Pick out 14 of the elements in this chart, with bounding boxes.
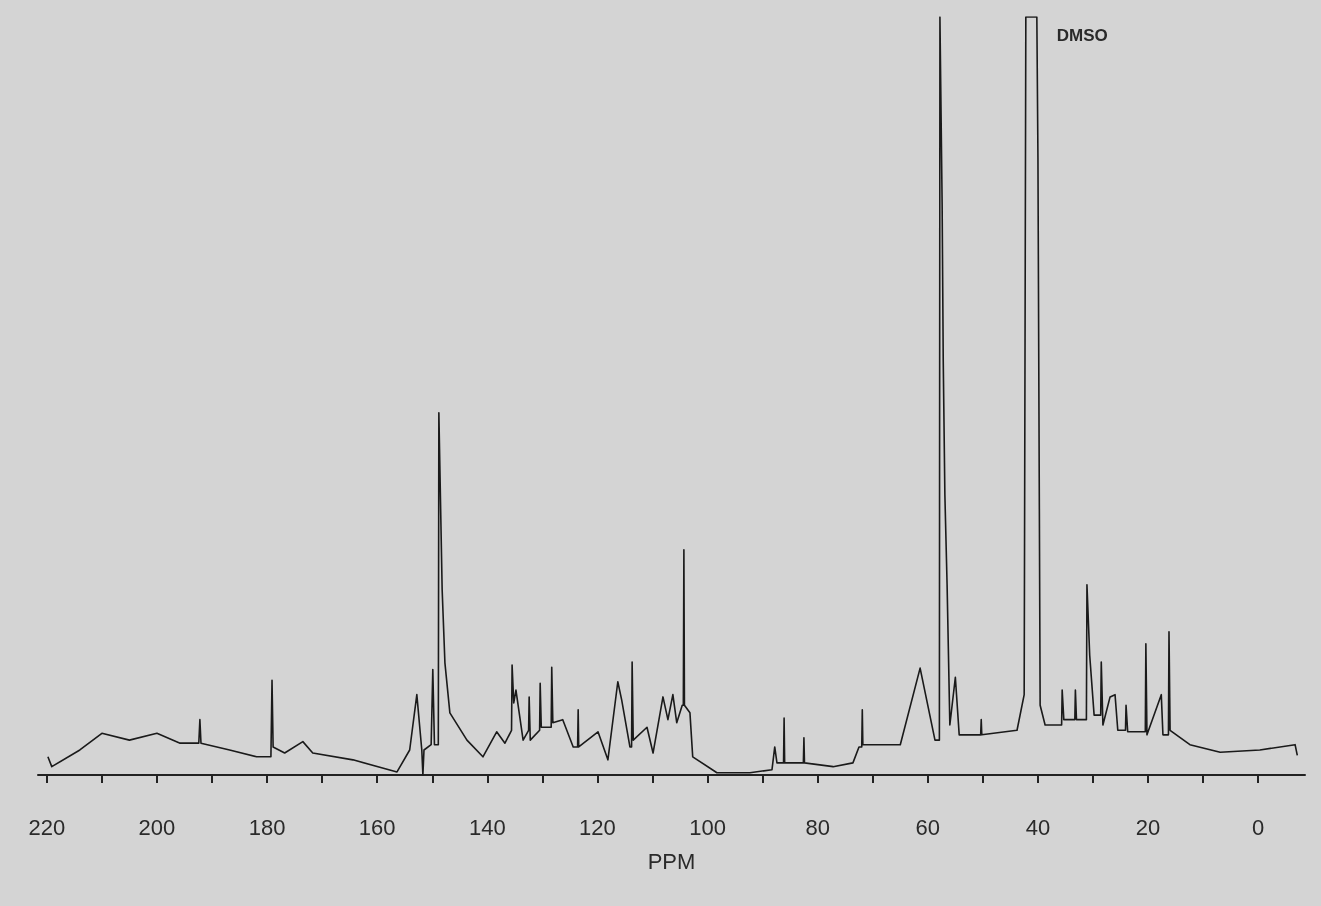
x-tick-label: 180 — [248, 814, 286, 840]
x-axis-title: PPM — [647, 848, 696, 874]
x-tick-label: 60 — [915, 814, 941, 840]
x-tick-label: 0 — [1252, 814, 1265, 840]
x-tick-label: 200 — [138, 814, 176, 840]
x-tick-label: 40 — [1025, 814, 1051, 840]
x-tick-label: 160 — [358, 814, 396, 840]
x-tick-label: 120 — [579, 814, 616, 840]
x-tick-label: 140 — [468, 814, 506, 840]
x-tick-label: 20 — [1135, 814, 1161, 840]
annotation: DMSO — [1056, 26, 1108, 45]
x-tick-label: 220 — [28, 814, 66, 840]
x-tick-label: 100 — [689, 814, 726, 840]
x-tick-label: 80 — [805, 814, 830, 840]
